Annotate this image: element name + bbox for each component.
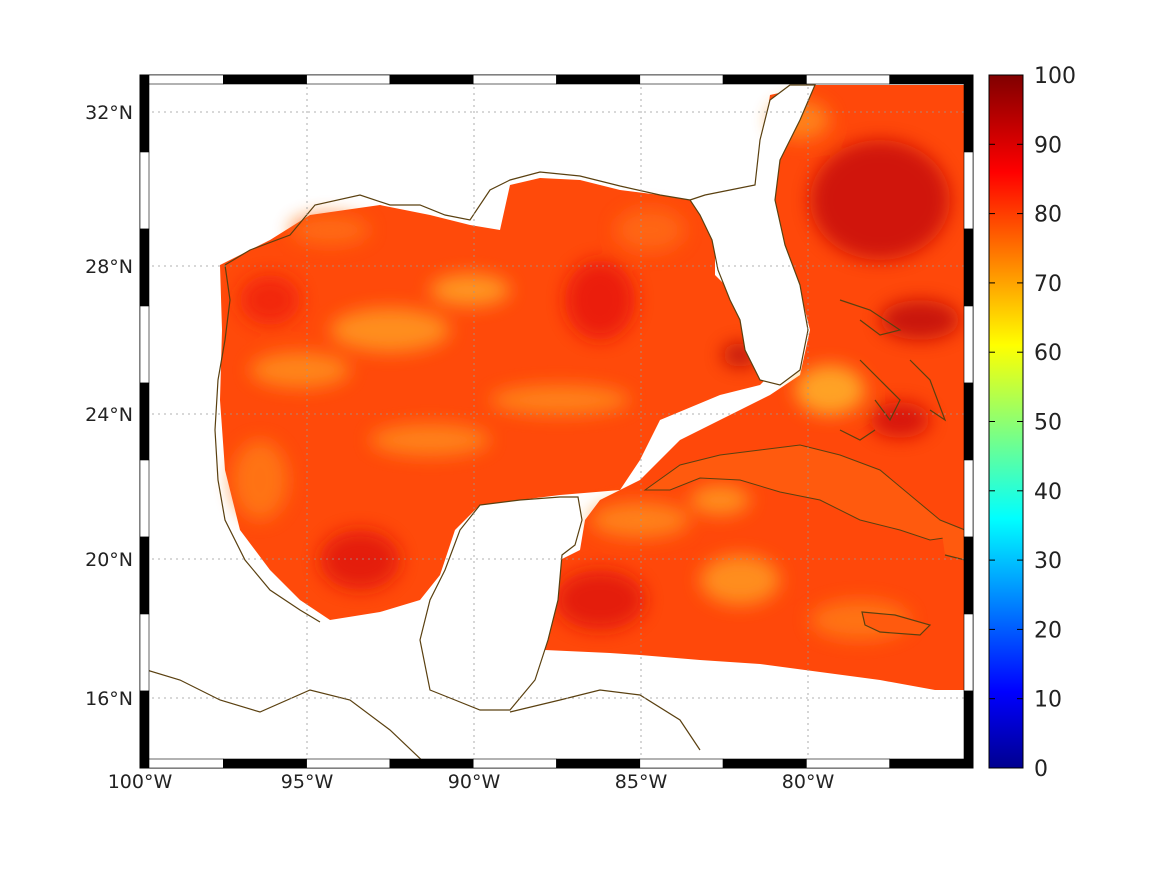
border-segment (639, 74, 724, 85)
border-segment (223, 758, 307, 769)
x-tick-label: 80°W (782, 771, 835, 793)
colorbar-tick-label: 100 (1034, 64, 1076, 89)
border-segment (306, 758, 391, 769)
border-segment (139, 613, 150, 692)
honduras-coast (509, 689, 701, 751)
x-axis-labels: 100°W 95°W 90°W 85°W 80°W (108, 771, 835, 793)
graticule (140, 75, 973, 768)
border-segment (556, 758, 641, 769)
border-segment (963, 613, 974, 692)
colorbar-tick-label: 80 (1034, 203, 1062, 228)
border-segment (139, 536, 150, 615)
border-segment (139, 74, 150, 153)
x-tick-label: 85°W (615, 771, 668, 793)
colorbar-tick-label: 90 (1034, 133, 1062, 158)
border-segment (963, 228, 974, 307)
border-segment (139, 758, 224, 769)
border-segment (139, 459, 150, 538)
y-tick-label: 32°N (85, 102, 133, 124)
y-tick-label: 16°N (85, 688, 133, 710)
colorbar-tick-label: 40 (1034, 480, 1062, 505)
border-segment (139, 690, 150, 769)
border-segment (139, 305, 150, 384)
border-segment (639, 758, 724, 769)
colorbar-tick-label: 60 (1034, 341, 1062, 366)
border-segment (556, 74, 641, 85)
border-segment (139, 382, 150, 461)
x-tick-label: 95°W (281, 771, 334, 793)
gulf-north-coast (224, 171, 691, 266)
florida-peninsula (689, 84, 816, 386)
border-segment (389, 74, 474, 85)
colorbar-tick-label: 10 (1034, 688, 1062, 713)
border-segment (139, 228, 150, 307)
border-segment (889, 74, 974, 85)
yucatan-peninsula (419, 496, 583, 711)
colorbar-labels: 0 10 20 30 40 50 60 70 80 90 100 (989, 64, 1076, 782)
border-segment (722, 758, 807, 769)
border-segment (139, 74, 224, 85)
border-segment (806, 758, 891, 769)
y-axis-labels: 32°N 28°N 24°N 20°N 16°N (85, 102, 133, 710)
border-segment (389, 758, 474, 769)
border-segment (963, 536, 974, 615)
bahamas-islands (839, 299, 947, 441)
border-segment (472, 758, 557, 769)
central-america-coast (140, 667, 431, 768)
colorbar-tick-label: 50 (1034, 411, 1062, 436)
border-segment (722, 74, 807, 85)
colorbar-tick-label: 20 (1034, 618, 1062, 643)
border-segment (963, 151, 974, 230)
gulf-west-coast (214, 264, 321, 623)
border-segment (223, 74, 307, 85)
y-tick-label: 24°N (85, 404, 133, 426)
y-tick-label: 20°N (85, 549, 133, 571)
colorbar-tick-label: 0 (1034, 757, 1048, 782)
border-segment (963, 74, 974, 153)
jamaica-island (861, 611, 932, 636)
border-segment (963, 690, 974, 769)
border-segment (963, 382, 974, 461)
x-tick-label: 100°W (108, 771, 173, 793)
gulf-data-field (220, 178, 775, 620)
colorbar-tick-label: 70 (1034, 272, 1062, 297)
x-tick-label: 90°W (448, 771, 501, 793)
border-segment (472, 74, 557, 85)
border-segment (963, 459, 974, 538)
atlantic-data-field (545, 85, 965, 690)
coastlines (140, 84, 967, 768)
border-segment (306, 74, 391, 85)
border-segment (806, 74, 891, 85)
colorbar-tick-label: 30 (1034, 549, 1062, 574)
border-segment (963, 305, 974, 384)
y-tick-label: 28°N (85, 256, 133, 278)
border-segment (139, 151, 150, 230)
border-segment (889, 758, 974, 769)
map-border (139, 74, 974, 769)
